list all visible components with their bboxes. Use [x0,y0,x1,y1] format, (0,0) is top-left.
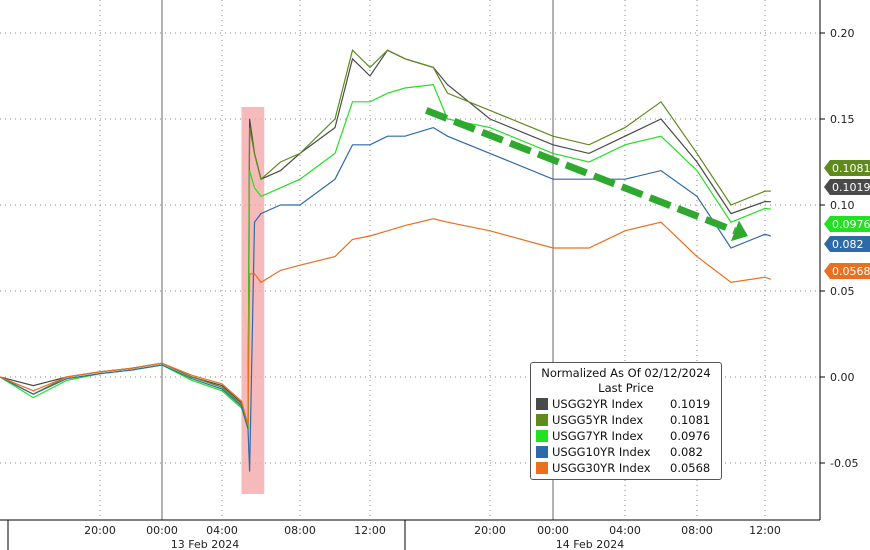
legend-series-name: USGG2YR Index [552,397,644,411]
series-line-usgg30yr [0,218,772,426]
x-tick-label: 08:00 [284,524,316,537]
y-tick-label: -0.05 [830,457,858,470]
legend-last-value: 0.0568 [670,461,711,475]
date-label: 13 Feb 2024 [171,538,239,550]
legend-last-value: 0.082 [670,445,703,459]
legend-last-value: 0.0976 [670,429,711,443]
y-tick-label: 0.00 [830,371,855,384]
legend-swatch [536,414,548,426]
y-tick-label: 0.20 [830,27,855,40]
legend: Normalized As Of 02/12/2024 Last Price U… [530,362,722,480]
series-line-usgg10yr [0,126,771,472]
x-tick-label: 04:00 [609,524,641,537]
legend-series-name: USGG5YR Index [552,413,644,427]
legend-title: Normalized As Of 02/12/2024 [541,366,711,380]
last-value-label: 0.082 [832,238,864,251]
legend-swatch [536,430,548,442]
x-tick-label: 12:00 [354,524,386,537]
x-tick-label: 00:00 [146,524,178,537]
y-tick-label: 0.10 [830,199,855,212]
x-tick-label: 04:00 [206,524,238,537]
legend-series-name: USGG7YR Index [552,429,644,443]
trend-arrow-head [730,220,748,242]
legend-series-name: USGG30YR Index [552,461,651,475]
x-tick-label: 20:00 [474,524,506,537]
legend-item: USGG7YR Index 0.0976 [536,428,716,444]
legend-last-value: 0.1081 [670,413,711,427]
last-value-label: 0.1081 [832,162,870,175]
last-value-label: 0.1019 [832,181,870,194]
last-value-badge [824,236,870,252]
legend-swatch [536,462,548,474]
legend-swatch [536,446,548,458]
last-value-badge [824,216,870,232]
y-tick-label: 0.05 [830,285,855,298]
legend-subtitle: Last Price [598,381,654,395]
legend-item: USGG10YR Index 0.082 [536,444,716,460]
last-value-badge [824,160,870,176]
last-value-badge [824,263,870,279]
legend-item: USGG30YR Index 0.0568 [536,460,716,476]
x-tick-label: 08:00 [681,524,713,537]
date-label: 14 Feb 2024 [556,538,624,550]
last-value-badge [824,179,870,195]
x-tick-label: 20:00 [84,524,116,537]
legend-swatch [536,398,548,410]
x-tick-label: 00:00 [537,524,569,537]
legend-item: USGG5YR Index 0.1081 [536,412,716,428]
last-value-label: 0.0976 [832,218,870,231]
y-tick-label: 0.15 [830,113,855,126]
last-value-label: 0.0568 [832,265,870,278]
legend-last-value: 0.1019 [670,397,711,411]
x-tick-label: 12:00 [749,524,781,537]
trend-arrow-shaft [424,107,737,235]
legend-series-name: USGG10YR Index [552,445,651,459]
legend-item: USGG2YR Index 0.1019 [536,396,716,412]
